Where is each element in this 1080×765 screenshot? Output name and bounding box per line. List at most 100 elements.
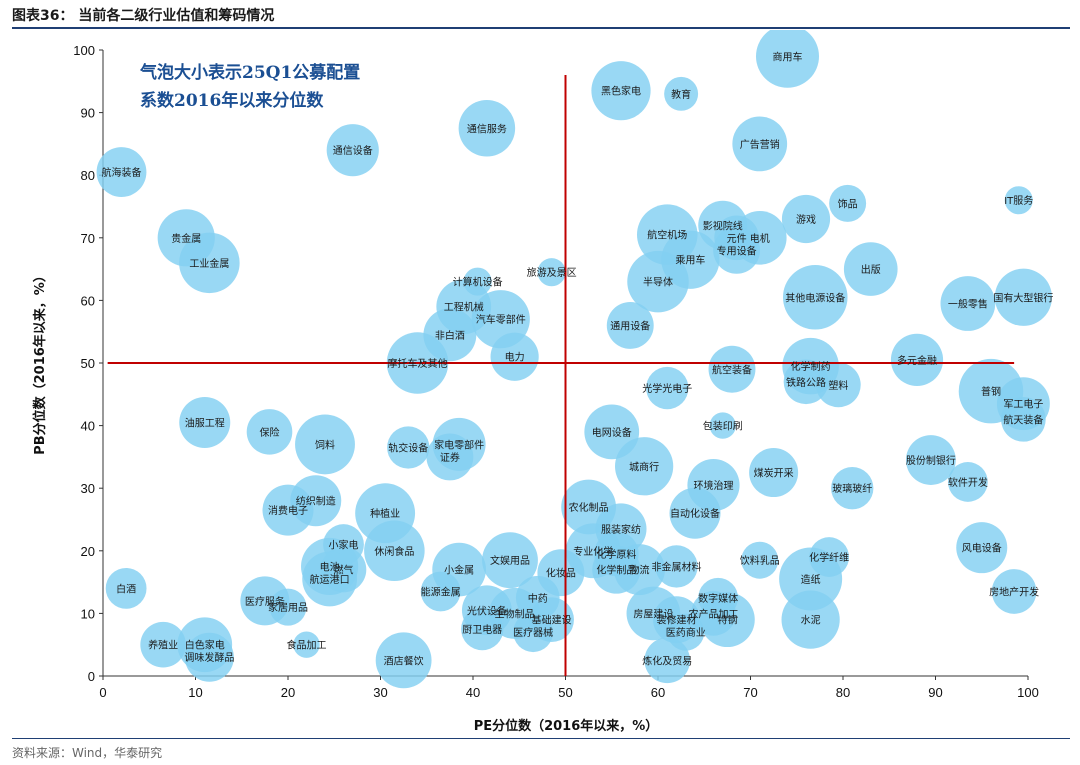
bubble-label: 汽车零部件 xyxy=(476,313,526,326)
bubble-label: 食品加工 xyxy=(287,639,327,652)
bubble-label: 休闲食品 xyxy=(374,545,414,558)
bubble-point xyxy=(387,426,430,469)
bubble-label: 环境治理 xyxy=(694,479,734,492)
bubble-label: 多元金融 xyxy=(897,354,937,367)
bubble-point xyxy=(644,637,691,684)
bubble-label: 广告营销 xyxy=(740,138,780,151)
y-tick-label: 100 xyxy=(73,43,95,58)
x-tick-label: 90 xyxy=(928,685,942,700)
bubble-point xyxy=(1001,396,1046,442)
bubble-point xyxy=(905,435,956,485)
bubble-point xyxy=(1004,186,1033,215)
bubble-label: 化学纤维 xyxy=(809,551,849,564)
bubble-label: 造纸 xyxy=(801,573,821,586)
y-tick-label: 0 xyxy=(88,669,95,684)
bubble-label: 普钢 xyxy=(981,385,1001,398)
bubble-label: 塑料 xyxy=(828,379,848,392)
bubble-point xyxy=(994,268,1052,326)
bubble-point xyxy=(664,76,699,111)
bubble-label: 纺织制造 xyxy=(296,495,336,508)
x-tick-label: 80 xyxy=(836,685,850,700)
y-tick-label: 10 xyxy=(81,606,95,621)
bubble-point xyxy=(615,437,674,496)
bubble-point xyxy=(783,359,829,405)
y-tick-label: 80 xyxy=(81,168,95,183)
bubble-label: 国有大型银行 xyxy=(993,291,1053,304)
y-axis-title: PB分位数（2016年以来，%） xyxy=(32,269,48,455)
figure-title: 图表36： 当前各二级行业估值和筹码情况 xyxy=(12,8,275,24)
bubble-label: 专用设备 xyxy=(717,244,757,257)
bubble-label: 调味发酵品 xyxy=(184,651,234,664)
bubble-label: 铁路公路 xyxy=(786,376,826,389)
bubble-label: 城商行 xyxy=(629,460,659,473)
bubble-point xyxy=(699,592,755,648)
bubble-label: 电网设备 xyxy=(592,426,632,439)
bubble-label: 特钢 xyxy=(717,614,737,627)
bubble-label: 通信服务 xyxy=(467,122,507,135)
bubble-point xyxy=(646,366,689,410)
x-tick-label: 100 xyxy=(1017,685,1039,700)
bubble-point xyxy=(105,567,147,609)
bubble-point xyxy=(426,433,474,481)
x-tick-label: 30 xyxy=(373,685,387,700)
bubble-label: 水泥 xyxy=(801,614,821,627)
bubble-label: 消费电子 xyxy=(268,504,308,517)
bubble-label: 其他电源设备 xyxy=(785,291,845,304)
bubble-point xyxy=(179,232,240,294)
bubble-point xyxy=(843,242,898,296)
bubble-label: 家电零部件 xyxy=(434,438,484,451)
bubble-point xyxy=(781,590,840,649)
bubble-point xyxy=(613,544,666,596)
bubble-label: 游戏 xyxy=(796,213,816,226)
bubble-label: 保险 xyxy=(260,426,280,439)
bubble-point xyxy=(732,116,788,172)
bubble-point xyxy=(781,194,831,244)
bubble-label: 轨交设备 xyxy=(388,442,428,455)
bubble-point xyxy=(606,301,654,349)
bubble-point xyxy=(831,467,874,510)
bubble-label: 通信设备 xyxy=(333,144,373,157)
bubble-label: 教育 xyxy=(671,88,691,101)
bubble-point xyxy=(482,532,538,589)
bubble-point xyxy=(375,632,432,689)
bubble-label: 养殖业 xyxy=(148,639,178,652)
bubble-label: 军工电子 xyxy=(1003,398,1043,411)
bubble-point xyxy=(326,124,379,177)
y-tick-label: 90 xyxy=(81,106,95,121)
bubble-point xyxy=(956,522,1008,574)
bubble-label: 计算机设备 xyxy=(453,276,503,289)
bubble-label: 小金属 xyxy=(444,564,474,577)
bubble-label: 专业化学 xyxy=(573,545,613,558)
x-tick-label: 40 xyxy=(466,685,480,700)
y-tick-label: 40 xyxy=(81,419,95,434)
bubble-label: 酒店餐饮 xyxy=(384,654,424,667)
bubble-label: 中药 xyxy=(528,592,548,605)
annotation-line-1: 气泡大小表示25Q1公募配置 xyxy=(139,62,360,83)
x-tick-label: 50 xyxy=(558,685,572,700)
bubble-label: 旅游及景区 xyxy=(527,266,577,279)
bubble-label: 航天装备 xyxy=(1003,413,1043,426)
bubble-point xyxy=(991,569,1037,614)
bubble-point xyxy=(295,414,355,475)
bubble-label: 摩托车及其他 xyxy=(388,357,448,370)
bubble-label: 化学原料 xyxy=(596,548,636,561)
bubble-label: 房屋建设 xyxy=(633,607,673,620)
reference-lines xyxy=(107,75,1015,676)
bubble-label: 医疗服务 xyxy=(245,595,285,608)
bubble-point xyxy=(591,61,651,121)
bubble-point xyxy=(293,631,320,658)
bubble-point xyxy=(816,362,861,408)
bubble-point xyxy=(782,265,848,330)
bubble-point xyxy=(458,99,516,157)
bubble-point xyxy=(627,250,689,313)
bubble-point xyxy=(741,541,779,579)
bubble-label: 饲料 xyxy=(315,438,335,451)
header-divider xyxy=(12,27,1070,29)
bubble-label: 房地产开发 xyxy=(989,585,1039,598)
bubble-label: 家居用品 xyxy=(268,601,308,614)
bubble-label: 乘用车 xyxy=(675,254,705,267)
bubble-label: 煤炭开采 xyxy=(754,467,794,480)
x-tick-label: 20 xyxy=(281,685,295,700)
figure-header: 图表36： 当前各二级行业估值和筹码情况 xyxy=(0,0,1080,29)
